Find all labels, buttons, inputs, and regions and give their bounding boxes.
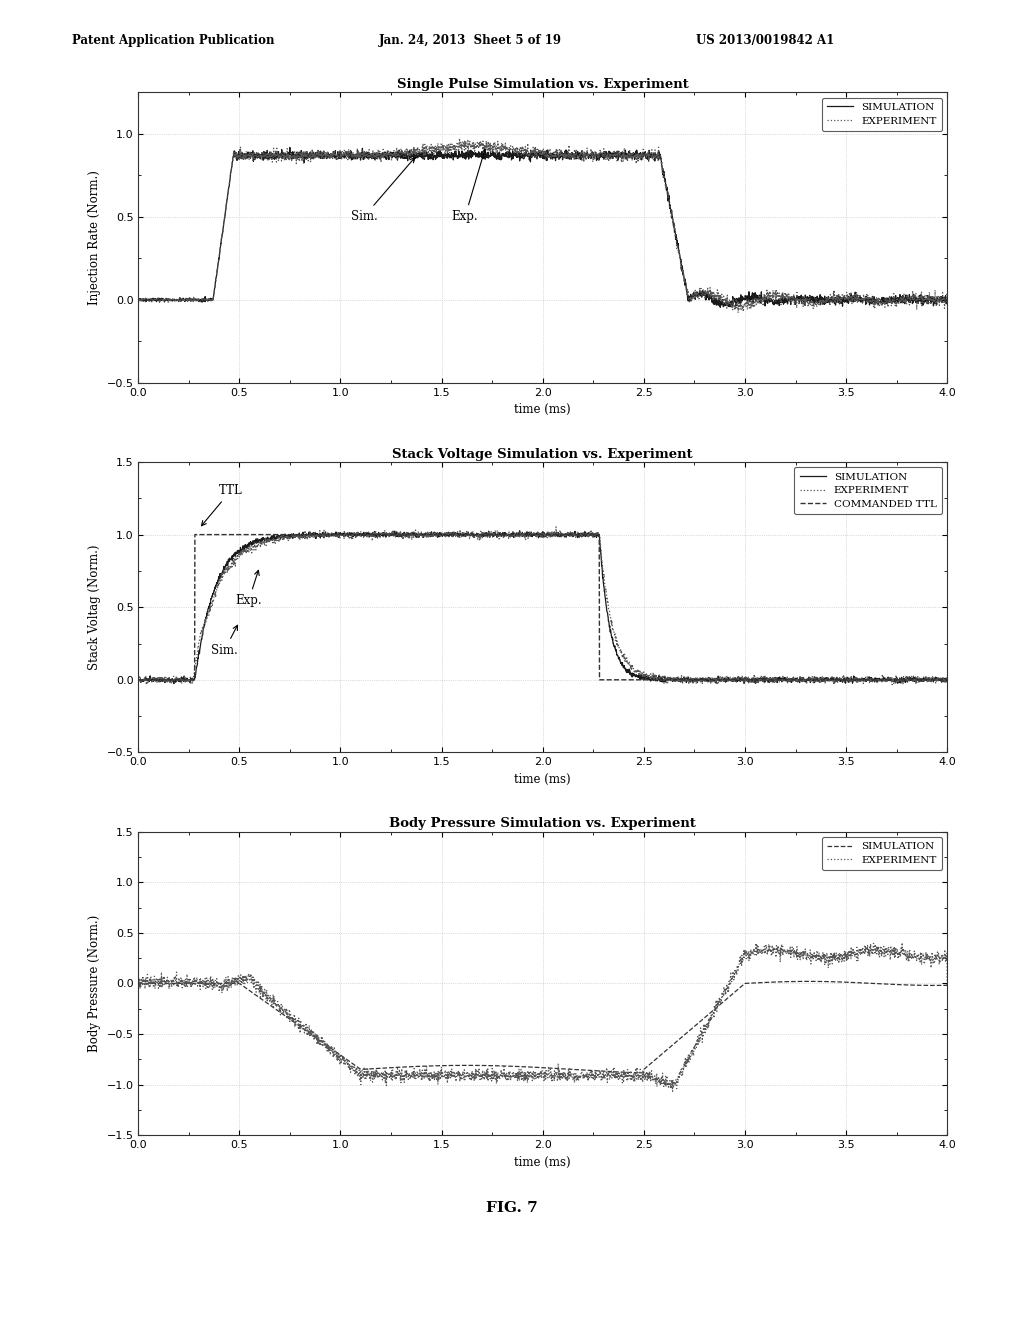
- SIMULATION: [272, 528, 285, 544]
- SIMULATION: [272, 1003, 285, 1019]
- EXPERIMENT: [454, 131, 466, 147]
- EXPERIMENT: [442, 528, 455, 544]
- EXPERIMENT: [839, 944, 851, 960]
- EXPERIMENT: [477, 136, 489, 152]
- Legend: SIMULATION, EXPERIMENT: SIMULATION, EXPERIMENT: [822, 837, 942, 870]
- EXPERIMENT: [926, 290, 938, 306]
- EXPERIMENT: [839, 672, 851, 688]
- SIMULATION: [477, 528, 489, 544]
- SIMULATION: [224, 552, 237, 568]
- COMMANDED TTL: [132, 672, 144, 688]
- EXPERIMENT: [224, 557, 237, 573]
- Text: Exp.: Exp.: [236, 570, 262, 607]
- SIMULATION: [941, 975, 953, 991]
- EXPERIMENT: [896, 935, 908, 950]
- SIMULATION: [477, 1057, 489, 1073]
- SIMULATION: [132, 293, 144, 309]
- Text: TTL: TTL: [202, 484, 243, 525]
- COMMANDED TTL: [224, 527, 237, 543]
- EXPERIMENT: [941, 285, 953, 301]
- EXPERIMENT: [667, 1084, 679, 1100]
- SIMULATION: [442, 1057, 455, 1073]
- Line: SIMULATION: SIMULATION: [138, 981, 947, 1073]
- Text: FIG. 7: FIG. 7: [486, 1201, 538, 1214]
- EXPERIMENT: [926, 950, 938, 966]
- EXPERIMENT: [711, 677, 723, 693]
- EXPERIMENT: [941, 672, 953, 688]
- SIMULATION: [714, 300, 726, 315]
- Text: Jan. 24, 2013  Sheet 5 of 19: Jan. 24, 2013 Sheet 5 of 19: [379, 34, 562, 48]
- Line: SIMULATION: SIMULATION: [138, 148, 947, 308]
- EXPERIMENT: [926, 675, 938, 690]
- EXPERIMENT: [839, 288, 851, 304]
- Y-axis label: Stack Voltag (Norm.): Stack Voltag (Norm.): [88, 544, 100, 671]
- SIMULATION: [839, 294, 851, 310]
- SIMULATION: [941, 672, 953, 688]
- EXPERIMENT: [132, 672, 144, 688]
- Legend: SIMULATION, EXPERIMENT: SIMULATION, EXPERIMENT: [822, 98, 942, 131]
- Y-axis label: Body Pressure (Norm.): Body Pressure (Norm.): [88, 915, 100, 1052]
- SIMULATION: [941, 293, 953, 309]
- Line: SIMULATION: SIMULATION: [138, 531, 947, 684]
- SIMULATION: [132, 975, 144, 991]
- Text: Exp.: Exp.: [452, 149, 485, 223]
- SIMULATION: [132, 675, 144, 690]
- SIMULATION: [513, 523, 525, 539]
- X-axis label: time (ms): time (ms): [514, 403, 571, 416]
- COMMANDED TTL: [442, 527, 455, 543]
- Line: EXPERIMENT: EXPERIMENT: [138, 527, 947, 685]
- EXPERIMENT: [732, 305, 744, 321]
- SIMULATION: [442, 148, 455, 164]
- X-axis label: time (ms): time (ms): [514, 1155, 571, 1168]
- SIMULATION: [284, 140, 296, 156]
- EXPERIMENT: [272, 997, 285, 1012]
- Text: Sim.: Sim.: [211, 626, 238, 656]
- COMMANDED TTL: [941, 672, 953, 688]
- SIMULATION: [926, 672, 938, 688]
- SIMULATION: [168, 676, 180, 692]
- Title: Stack Voltage Simulation vs. Experiment: Stack Voltage Simulation vs. Experiment: [392, 447, 693, 461]
- COMMANDED TTL: [839, 672, 851, 688]
- EXPERIMENT: [941, 974, 953, 990]
- Text: Sim.: Sim.: [350, 157, 415, 223]
- SIMULATION: [803, 973, 815, 989]
- Y-axis label: Injection Rate (Norm.): Injection Rate (Norm.): [88, 170, 100, 305]
- SIMULATION: [638, 1065, 650, 1081]
- EXPERIMENT: [132, 975, 144, 991]
- EXPERIMENT: [550, 519, 562, 535]
- SIMULATION: [839, 675, 851, 690]
- Line: COMMANDED TTL: COMMANDED TTL: [138, 535, 947, 680]
- EXPERIMENT: [442, 1071, 455, 1086]
- Line: EXPERIMENT: EXPERIMENT: [138, 942, 947, 1092]
- Line: EXPERIMENT: EXPERIMENT: [138, 139, 947, 313]
- SIMULATION: [477, 145, 489, 161]
- SIMULATION: [224, 975, 237, 991]
- COMMANDED TTL: [926, 672, 938, 688]
- COMMANDED TTL: [272, 527, 285, 543]
- EXPERIMENT: [272, 528, 285, 544]
- COMMANDED TTL: [477, 527, 489, 543]
- EXPERIMENT: [442, 136, 455, 152]
- SIMULATION: [442, 524, 455, 540]
- EXPERIMENT: [477, 527, 489, 543]
- SIMULATION: [839, 974, 851, 990]
- Text: US 2013/0019842 A1: US 2013/0019842 A1: [696, 34, 835, 48]
- SIMULATION: [926, 978, 938, 994]
- Title: Single Pulse Simulation vs. Experiment: Single Pulse Simulation vs. Experiment: [397, 78, 688, 91]
- EXPERIMENT: [477, 1065, 489, 1081]
- SIMULATION: [224, 165, 237, 181]
- Title: Body Pressure Simulation vs. Experiment: Body Pressure Simulation vs. Experiment: [389, 817, 696, 830]
- EXPERIMENT: [224, 973, 237, 989]
- X-axis label: time (ms): time (ms): [514, 772, 571, 785]
- SIMULATION: [272, 144, 285, 160]
- Legend: SIMULATION, EXPERIMENT, COMMANDED TTL: SIMULATION, EXPERIMENT, COMMANDED TTL: [795, 467, 942, 513]
- SIMULATION: [926, 290, 938, 306]
- EXPERIMENT: [272, 153, 285, 169]
- EXPERIMENT: [224, 166, 237, 182]
- EXPERIMENT: [132, 290, 144, 306]
- Text: Patent Application Publication: Patent Application Publication: [72, 34, 274, 48]
- COMMANDED TTL: [188, 527, 201, 543]
